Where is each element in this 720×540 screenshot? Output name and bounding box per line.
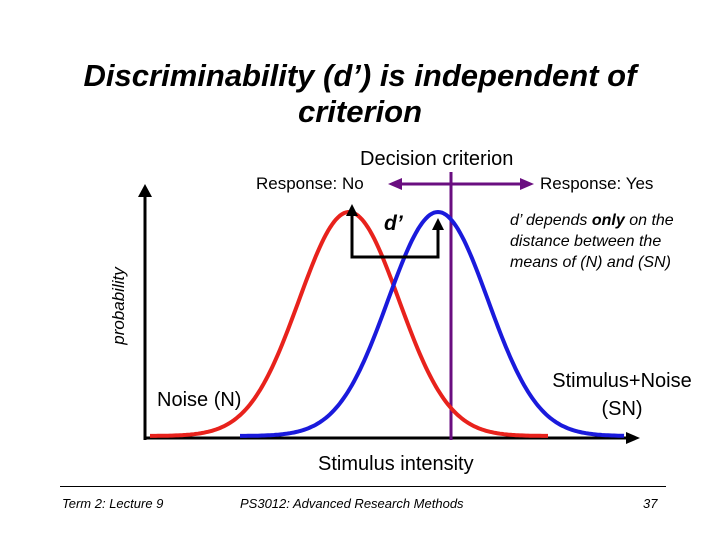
d-prime-label: d’ xyxy=(384,212,403,235)
y-axis-label: probability xyxy=(109,266,128,346)
y-axis-arrowhead xyxy=(138,184,152,197)
slide-title: Discriminability (d’) is independent of … xyxy=(83,58,637,129)
footer-course: PS3012: Advanced Research Methods xyxy=(240,496,464,511)
response-no-label: Response: No xyxy=(256,174,364,193)
d-prime-right-arrowhead xyxy=(432,218,444,230)
footer-divider xyxy=(60,486,666,487)
d-prime-annotation: d’ depends only on the distance between … xyxy=(510,210,695,273)
response-arrow-right-head xyxy=(520,178,534,190)
page-number: 37 xyxy=(643,496,658,511)
response-yes-label: Response: Yes xyxy=(540,174,654,193)
response-arrow-left-head xyxy=(388,178,402,190)
annotation-suffix: on the distance between the means of (N)… xyxy=(510,212,674,271)
annotation-prefix: d’ depends xyxy=(510,212,592,229)
signal-label: Stimulus+Noise (SN) xyxy=(552,370,692,420)
d-prime-bracket xyxy=(350,214,440,259)
decision-criterion-label: Decision criterion xyxy=(360,148,514,170)
signal-distribution-curve xyxy=(240,209,625,438)
annotation-emphasis: only xyxy=(591,212,625,229)
x-axis-arrowhead xyxy=(626,432,640,444)
d-prime-left-arrowhead xyxy=(346,204,358,216)
x-axis-label: Stimulus intensity xyxy=(318,453,474,475)
noise-label: Noise (N) xyxy=(157,389,242,411)
footer-lecture: Term 2: Lecture 9 xyxy=(62,496,164,511)
